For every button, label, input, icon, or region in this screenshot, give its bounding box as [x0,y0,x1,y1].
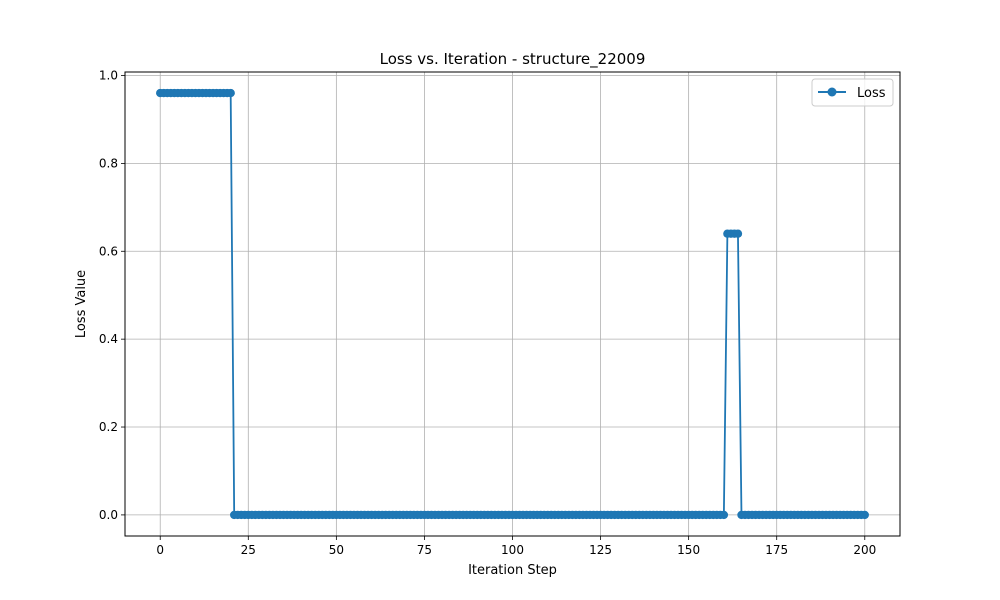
x-axis-label: Iteration Step [468,563,557,578]
legend-box [811,78,894,107]
x-tick-label: 75 [417,543,432,557]
y-axis-label: Loss Value [74,270,89,338]
data-point [733,229,743,238]
x-tick-label: 150 [677,543,700,557]
legend: Loss [811,78,894,107]
series-group [156,88,869,520]
legend-marker-loss [827,87,837,97]
x-tick-label: 50 [329,543,344,557]
legend-label-loss: Loss [857,86,886,101]
x-tick-label: 100 [501,543,524,557]
y-tick-label: 0.8 [99,156,118,170]
data-point [719,510,729,520]
axis-ticks: 0 25 50 75 100 125 150 175 200 0.0 0.2 0.4 0.6 0.8 1.0 [99,69,876,557]
x-tick-label: 25 [241,543,256,557]
y-tick-label: 0.6 [99,244,118,258]
data-point [860,510,869,520]
x-tick-label: 0 [156,543,164,557]
x-tick-label: 125 [589,543,612,557]
chart-title: Loss vs. Iteration - structure_22009 [380,50,646,69]
y-tick-label: 0.2 [99,420,118,434]
x-tick-label: 175 [765,543,788,557]
x-tick-label: 200 [853,543,876,557]
y-tick-label: 0.4 [99,332,118,346]
data-point [226,88,235,98]
y-tick-label: 0.0 [99,508,118,522]
y-tick-label: 1.0 [99,69,118,83]
